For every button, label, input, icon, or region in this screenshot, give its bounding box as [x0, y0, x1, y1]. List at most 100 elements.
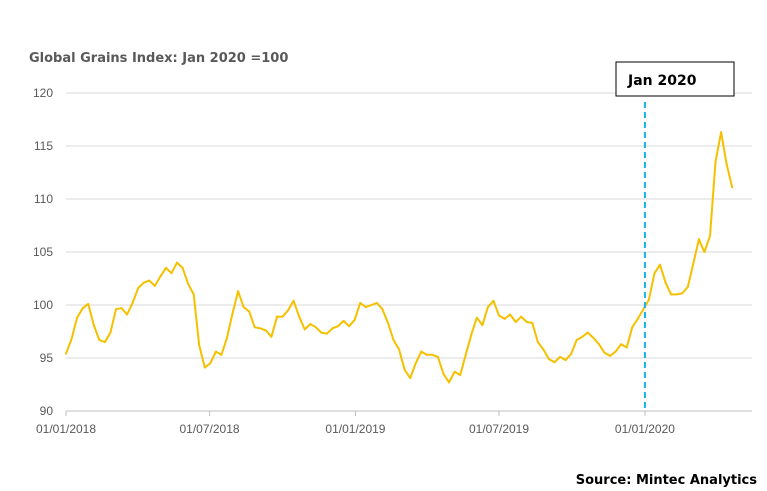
data-point: [87, 302, 90, 305]
y-tick-label: 90: [40, 404, 54, 418]
data-point: [170, 272, 173, 275]
data-point: [392, 338, 395, 341]
data-point: [547, 358, 550, 361]
data-point: [442, 372, 445, 375]
data-point: [636, 317, 639, 320]
data-point: [253, 326, 256, 329]
y-tick-label: 95: [40, 351, 54, 365]
data-point: [492, 299, 495, 302]
data-point: [631, 326, 634, 329]
data-point: [464, 353, 467, 356]
data-point: [159, 275, 162, 278]
data-point: [603, 351, 606, 354]
data-point: [292, 299, 295, 302]
data-point: [181, 266, 184, 269]
data-point: [337, 325, 340, 328]
data-point: [431, 353, 434, 356]
data-point: [98, 338, 101, 341]
data-point: [81, 307, 84, 310]
data-point: [409, 377, 412, 380]
data-point: [342, 319, 345, 322]
data-point: [92, 324, 95, 327]
series-points: [65, 131, 734, 384]
data-point: [131, 301, 134, 304]
data-point: [436, 355, 439, 358]
data-point: [670, 293, 673, 296]
data-point: [470, 333, 473, 336]
data-point: [520, 315, 523, 318]
data-point: [331, 327, 334, 330]
x-axis-ticks: 01/01/2018 01/07/2018 01/01/2019 01/07/2019…: [36, 411, 675, 436]
chart-title: Global Grains Index: Jan 2020 =100: [29, 51, 288, 66]
data-point: [209, 362, 212, 365]
data-point: [697, 238, 700, 241]
data-point: [148, 279, 151, 282]
data-point: [320, 331, 323, 334]
data-point: [270, 335, 273, 338]
annotation-box: [615, 61, 735, 97]
data-point: [164, 266, 167, 269]
data-point: [481, 324, 484, 327]
x-tick-label: 01/01/2018: [36, 422, 96, 436]
data-point: [142, 281, 145, 284]
data-point: [242, 306, 245, 309]
data-point: [264, 329, 267, 332]
y-tick-label: 115: [34, 139, 53, 153]
data-point: [70, 337, 73, 340]
data-point: [76, 316, 79, 319]
y-tick-label: 105: [33, 245, 53, 259]
data-point: [453, 370, 456, 373]
data-point: [536, 341, 539, 344]
data-point: [681, 292, 684, 295]
data-point: [642, 308, 645, 311]
data-point: [559, 355, 562, 358]
data-point: [153, 284, 156, 287]
data-point: [348, 325, 351, 328]
data-point: [420, 350, 423, 353]
data-point: [486, 306, 489, 309]
data-point: [692, 262, 695, 265]
data-point: [248, 310, 251, 313]
data-point: [370, 304, 373, 306]
y-tick-label: 110: [34, 192, 53, 206]
data-point: [298, 315, 301, 318]
data-point: [509, 313, 512, 316]
data-point: [542, 348, 545, 351]
annotation-label: Jan 2020: [627, 73, 697, 89]
data-point: [714, 160, 717, 163]
data-point: [220, 353, 223, 356]
data-point: [126, 313, 129, 316]
data-point: [708, 235, 711, 238]
data-point: [531, 322, 534, 325]
data-point: [109, 331, 112, 334]
data-point: [353, 318, 356, 321]
data-point: [231, 312, 234, 315]
data-point: [381, 308, 384, 311]
data-point: [620, 343, 623, 346]
data-point: [281, 315, 284, 318]
data-point: [459, 373, 462, 376]
data-point: [398, 348, 401, 351]
data-point: [581, 335, 584, 338]
data-point: [309, 323, 312, 326]
data-point: [275, 315, 278, 318]
data-point: [503, 317, 506, 320]
data-point: [303, 328, 306, 331]
data-point: [403, 368, 406, 371]
data-point: [525, 320, 528, 323]
data-point: [553, 361, 556, 364]
data-point: [198, 344, 201, 347]
data-point: [564, 359, 567, 362]
y-tick-label: 100: [33, 298, 53, 312]
y-tick-label: 120: [33, 86, 53, 100]
data-point: [359, 301, 362, 304]
data-point: [475, 316, 478, 319]
data-point: [570, 352, 573, 355]
data-point: [675, 293, 678, 296]
data-point: [386, 322, 389, 325]
data-point: [686, 285, 689, 288]
data-point: [259, 327, 262, 330]
data-point: [614, 350, 617, 353]
data-point: [731, 186, 734, 189]
